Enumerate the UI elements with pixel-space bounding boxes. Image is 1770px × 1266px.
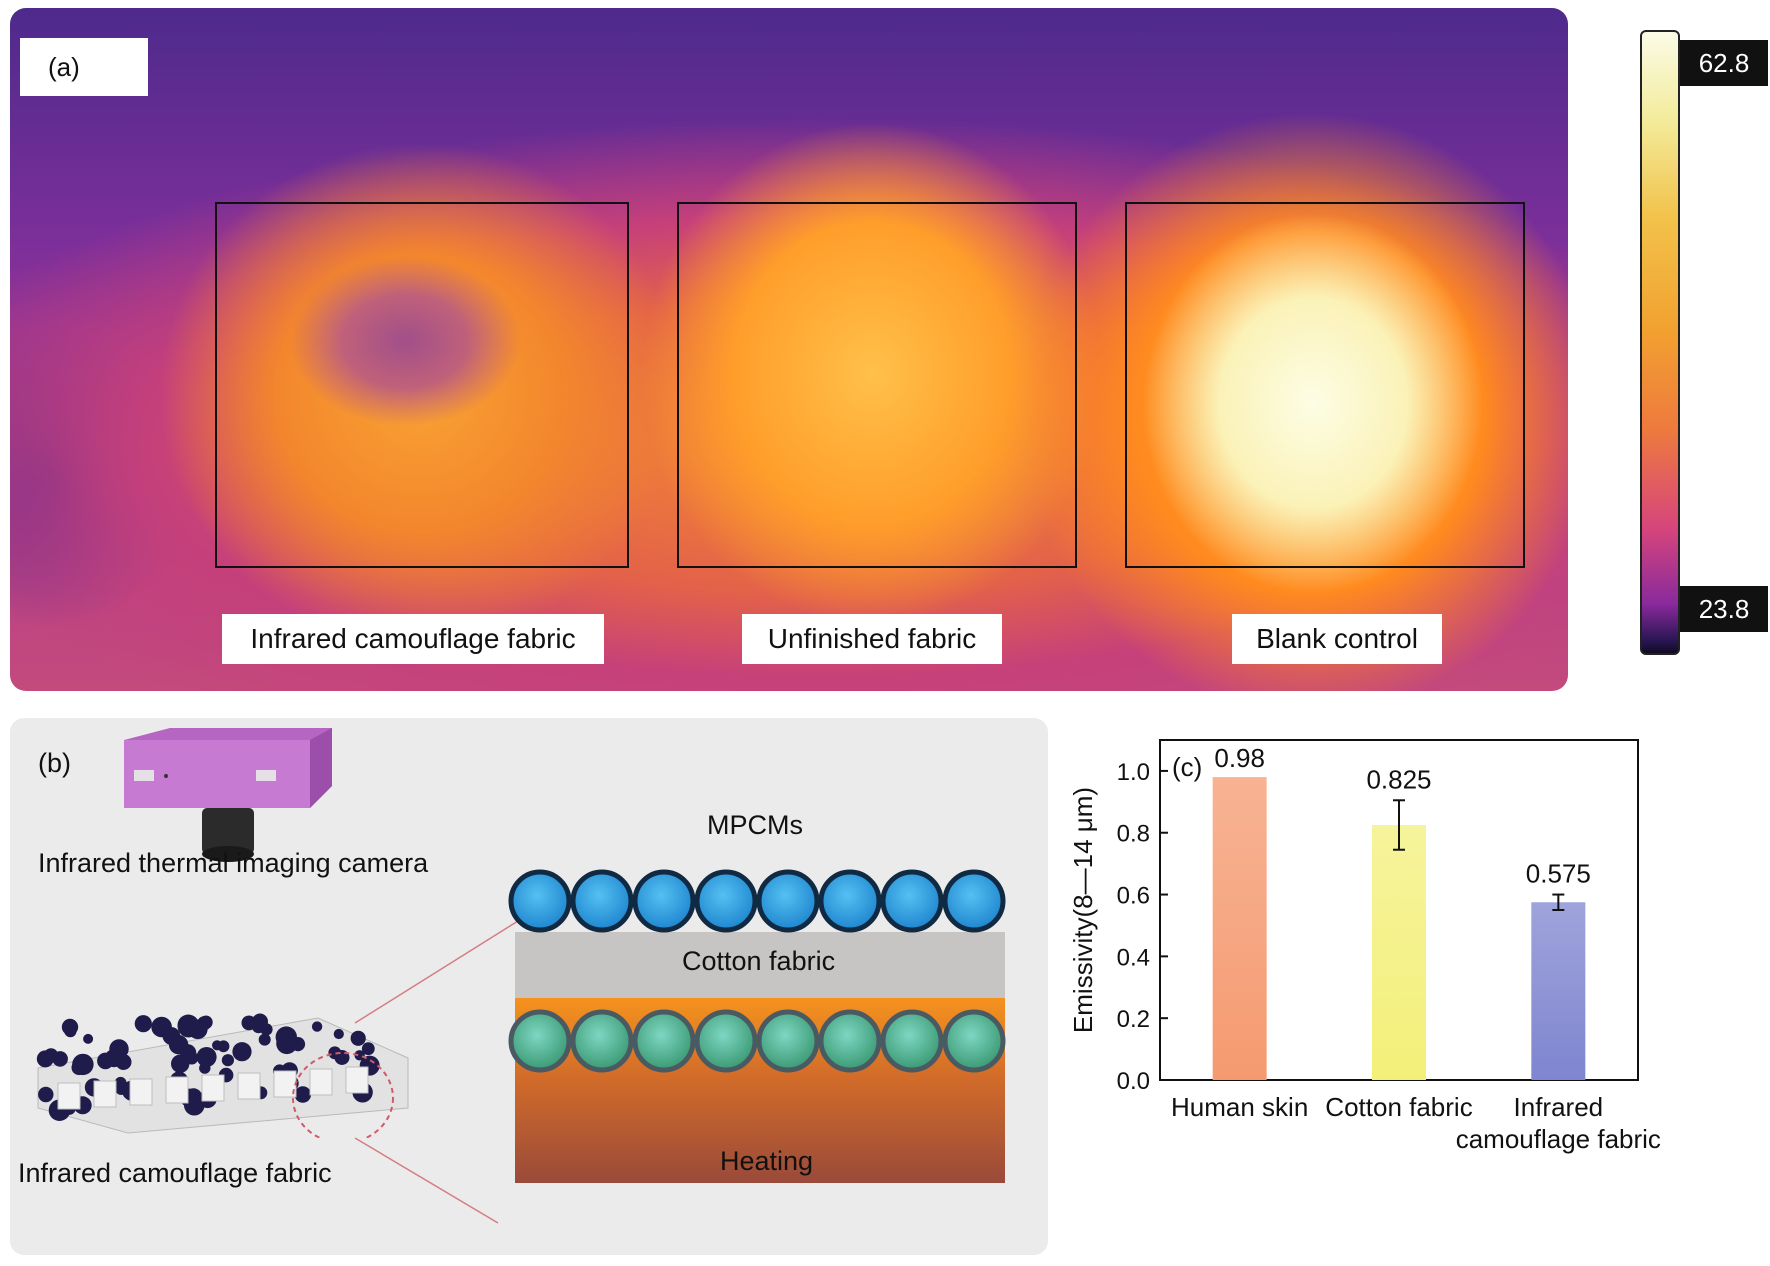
mpcm-particle	[71, 1060, 87, 1076]
mpcm-particle	[196, 1047, 217, 1067]
x-category-label: camouflage fabric	[1456, 1124, 1661, 1154]
emissivity-chart: (c) 0.0 0.2 0.4 0.6 0.8 1.0 0.98 0.825 0.575 Hu…	[1050, 718, 1770, 1261]
thermal-camera-icon	[124, 728, 332, 862]
mpcm-sphere-heated	[694, 1009, 758, 1073]
label-camouflage-fabric: Infrared camouflage fabric	[222, 614, 604, 664]
fiber-yarn	[237, 1072, 261, 1100]
y-tick-label: 0.2	[1117, 1006, 1150, 1033]
y-tick-label: 0.8	[1117, 821, 1150, 848]
mpcm-sphere-top	[818, 869, 882, 933]
heating-label: Heating	[720, 1146, 814, 1176]
temperature-colorbar	[1640, 30, 1680, 655]
panel-b-tag: (b)	[38, 748, 71, 778]
mpcm-sphere-top	[694, 869, 758, 933]
mpcm-particle	[333, 1028, 344, 1040]
mpcm-particle	[83, 1033, 94, 1044]
bar	[1531, 902, 1586, 1080]
mpcm-sphere-heated	[942, 1009, 1006, 1073]
bar-value-label: 0.575	[1526, 859, 1591, 889]
mpcm-particle	[177, 1014, 200, 1037]
mpcm-sphere-top	[508, 869, 572, 933]
y-tick-label: 1.0	[1117, 759, 1150, 786]
mpcm-particle	[241, 1015, 257, 1031]
mpcm-sphere-heated	[880, 1009, 944, 1073]
mpcm-particle	[361, 1042, 375, 1056]
thermal-image-panel: (a) Infrared camouflage fabric Unfinishe…	[10, 8, 1568, 691]
fiber-yarn	[309, 1068, 333, 1096]
roi-box-camouflage	[215, 202, 629, 568]
mpcm-particle	[212, 1040, 223, 1051]
camouflage-fabric-illustration	[36, 1013, 409, 1138]
mpcm-particle	[197, 1016, 212, 1031]
panel-a-tag: (a)	[20, 38, 148, 96]
panel-c-tag: (c)	[1172, 752, 1202, 782]
mpcm-particle	[354, 1050, 365, 1061]
mpcm-particle	[232, 1042, 252, 1062]
fiber-yarn	[165, 1076, 189, 1104]
mpcm-particle	[36, 1050, 54, 1068]
fiber-yarn	[129, 1078, 153, 1106]
fabric-label: Infrared camouflage fabric	[18, 1158, 332, 1188]
fiber-yarn	[345, 1066, 369, 1094]
camera-label: Infrared thermal imaging camera	[38, 848, 429, 878]
mpcm-sphere-top	[880, 869, 944, 933]
mpcm-sphere-heated	[508, 1009, 572, 1073]
label-blank-control: Blank control	[1232, 614, 1442, 664]
mpcm-particle	[64, 1025, 77, 1038]
label-unfinished-fabric: Unfinished fabric	[742, 614, 1002, 664]
bar	[1212, 777, 1267, 1080]
mpcm-sphere-top	[942, 869, 1006, 933]
mpcm-particle	[294, 1086, 312, 1103]
cotton-label: Cotton fabric	[682, 946, 836, 976]
chart-svg: (c) 0.0 0.2 0.4 0.6 0.8 1.0 0.98 0.825 0.575 Hu…	[1068, 739, 1661, 1154]
mpcms-label: MPCMs	[707, 810, 803, 840]
mpcm-sphere-heated	[756, 1009, 820, 1073]
mpcm-sphere-heated	[632, 1009, 696, 1073]
y-tick-label: 0.4	[1117, 944, 1150, 971]
mpcm-particle	[171, 1054, 190, 1073]
bar-value-label: 0.98	[1214, 743, 1265, 773]
bar	[1372, 825, 1426, 1080]
x-category-label: Cotton fabric	[1325, 1092, 1472, 1122]
mpcm-particle	[52, 1051, 68, 1067]
y-tick-label: 0.6	[1117, 883, 1150, 910]
mpcm-particle	[134, 1015, 152, 1033]
mpcm-particle	[276, 1032, 298, 1055]
y-tick-label: 0.0	[1117, 1068, 1150, 1095]
roi-box-unfinished	[677, 202, 1077, 568]
mpcm-particle	[260, 1023, 273, 1036]
colorbar-max-label: 62.8	[1680, 40, 1768, 86]
fiber-yarn	[57, 1082, 81, 1110]
mpcm-sphere-top	[570, 869, 634, 933]
bar-value-label: 0.825	[1366, 764, 1431, 794]
mpcm-particle	[38, 1086, 54, 1103]
mpcm-particle	[311, 1021, 323, 1032]
mpcm-particle	[162, 1027, 181, 1045]
colorbar-min-label: 23.8	[1680, 586, 1768, 632]
x-category-label: Human skin	[1171, 1092, 1308, 1122]
roi-box-blank	[1125, 202, 1525, 568]
schematic-panel: (b) Infrared thermal imaging camera Infr…	[10, 718, 1048, 1255]
mpcm-sphere-heated	[570, 1009, 634, 1073]
x-category-label: Infrared	[1514, 1092, 1604, 1122]
mpcm-particle	[221, 1054, 234, 1067]
fiber-yarn	[93, 1080, 117, 1108]
fiber-yarn	[201, 1074, 225, 1102]
mpcm-particle	[258, 1033, 271, 1046]
layer-cross-section	[508, 869, 1006, 1183]
mpcm-sphere-heated	[818, 1009, 882, 1073]
y-axis-label: Emissivity(8—14 μm)	[1068, 787, 1098, 1033]
mpcm-particle	[350, 1030, 366, 1046]
mpcm-sphere-top	[756, 869, 820, 933]
mpcm-sphere-top	[632, 869, 696, 933]
mpcm-particle	[109, 1039, 129, 1059]
